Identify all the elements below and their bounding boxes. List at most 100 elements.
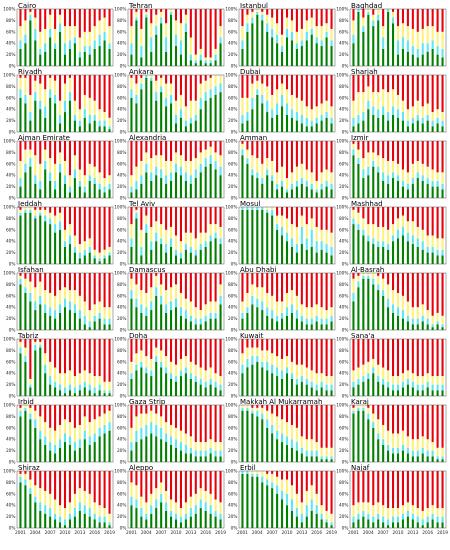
bar-segment-green <box>310 510 313 528</box>
panel-title: Najaf <box>351 464 370 472</box>
bar-segment-yellow <box>285 17 289 29</box>
bar-segment-red <box>372 207 375 225</box>
bar-segment-red <box>426 405 429 440</box>
bar-segment-red <box>165 339 168 357</box>
bar-segment-cyan <box>98 312 101 319</box>
bar-segment-cyan <box>19 410 22 417</box>
bar-segment-green <box>29 419 32 462</box>
bar-segment-yellow <box>34 155 37 176</box>
bar-segment-red <box>406 339 409 371</box>
y-tick-label: 100% <box>3 337 15 343</box>
bar-segment-cyan <box>431 246 434 253</box>
bar-segment-red <box>54 9 57 29</box>
bar-segment-cyan <box>44 43 47 52</box>
bar-segment-green <box>98 318 101 330</box>
bar-segment-yellow <box>204 490 207 503</box>
bar-segment-cyan <box>411 178 414 184</box>
bar-segment-red <box>78 207 81 245</box>
bar-segment-red <box>44 207 47 210</box>
bar-segment-cyan <box>362 407 365 411</box>
bar-segment-yellow <box>382 424 385 440</box>
bar-segment-yellow <box>300 304 303 316</box>
bar-segment-yellow <box>44 422 47 437</box>
bar-segment-green <box>19 48 22 66</box>
bar-segment-yellow <box>68 26 71 41</box>
bar-segment-green <box>103 126 106 132</box>
bar-segment-yellow <box>165 23 168 38</box>
bar-segment-red <box>145 405 148 414</box>
bar-segment-red <box>251 273 254 285</box>
bar-segment-cyan <box>372 238 375 245</box>
bar-segment-yellow <box>367 361 370 374</box>
bar-segment-cyan <box>34 419 37 428</box>
bar-segment-red <box>305 339 308 368</box>
bar-segment-cyan <box>401 180 404 187</box>
bar-segment-yellow <box>372 358 375 368</box>
bar-segment-green <box>199 384 202 396</box>
bar-segment-green <box>214 238 217 264</box>
bar-segment-red <box>330 75 333 107</box>
bar-segment-yellow <box>135 485 138 500</box>
bar-segment-yellow <box>170 499 173 511</box>
bar-segment-green <box>165 312 168 330</box>
bar-segment-green <box>251 175 254 198</box>
bar-segment-green <box>73 450 76 462</box>
bar-segment-green <box>246 120 249 132</box>
bar-segment-cyan <box>290 439 293 448</box>
bar-segment-red <box>214 471 217 500</box>
bar-segment-yellow <box>160 350 163 362</box>
bar-segment-green <box>281 106 284 132</box>
bar-segment-cyan <box>88 384 91 391</box>
bar-segment-yellow <box>330 106 333 118</box>
bar-segment-green <box>241 473 244 528</box>
y-tick-label: 40% <box>117 503 127 509</box>
bar-segment-red <box>406 75 409 110</box>
bar-segment-cyan <box>320 513 323 520</box>
bar-segment-yellow <box>34 485 37 497</box>
bar-segment-yellow <box>290 172 293 184</box>
bar-segment-yellow <box>362 502 365 511</box>
axes-frame <box>127 74 225 133</box>
bar-segment-yellow <box>199 488 202 500</box>
bar-segment-cyan <box>135 364 138 371</box>
bar-segment-yellow <box>103 508 106 517</box>
axes-frame <box>349 272 447 331</box>
bar-segment-cyan <box>68 384 71 391</box>
bar-segment-red <box>372 75 375 93</box>
bar-segment-green <box>189 516 192 528</box>
bar-segment-cyan <box>421 43 424 55</box>
bar-segment-cyan <box>251 207 254 210</box>
bar-segment-green <box>431 252 434 264</box>
bar-segment-cyan <box>179 370 182 377</box>
bar-segment-cyan <box>290 31 293 41</box>
bar-segment-red <box>204 9 207 58</box>
y-tick-label: 40% <box>228 41 238 47</box>
bar-segment-cyan <box>290 183 293 190</box>
bar-segment-red <box>184 141 187 161</box>
y-tick-label: 20% <box>117 514 127 520</box>
bar-segment-cyan <box>295 112 298 121</box>
x-tick-label: 2001 <box>237 530 248 536</box>
bar-segment-cyan <box>24 479 27 486</box>
bar-segment-cyan <box>160 427 163 440</box>
bar-segment-green <box>78 318 81 330</box>
y-tick-label: 20% <box>6 250 16 256</box>
bar-segment-green <box>305 186 308 198</box>
bar-segment-red <box>219 405 222 443</box>
bar-segment-red <box>271 273 274 296</box>
bar-segment-red <box>189 339 192 362</box>
bar-segment-cyan <box>68 436 71 445</box>
bar-segment-yellow <box>88 493 91 509</box>
bar-segment-yellow <box>251 83 254 98</box>
bar-segment-green <box>73 516 76 528</box>
bar-segment-red <box>300 75 303 101</box>
bar-segment-green <box>24 361 27 396</box>
bar-segment-red <box>256 273 259 288</box>
bar-segment-green <box>160 92 163 132</box>
bar-segment-green <box>266 175 269 198</box>
bar-segment-green <box>214 387 217 396</box>
bar-segment-cyan <box>214 232 217 239</box>
bar-segment-yellow <box>155 80 158 93</box>
bar-segment-red <box>59 75 62 101</box>
